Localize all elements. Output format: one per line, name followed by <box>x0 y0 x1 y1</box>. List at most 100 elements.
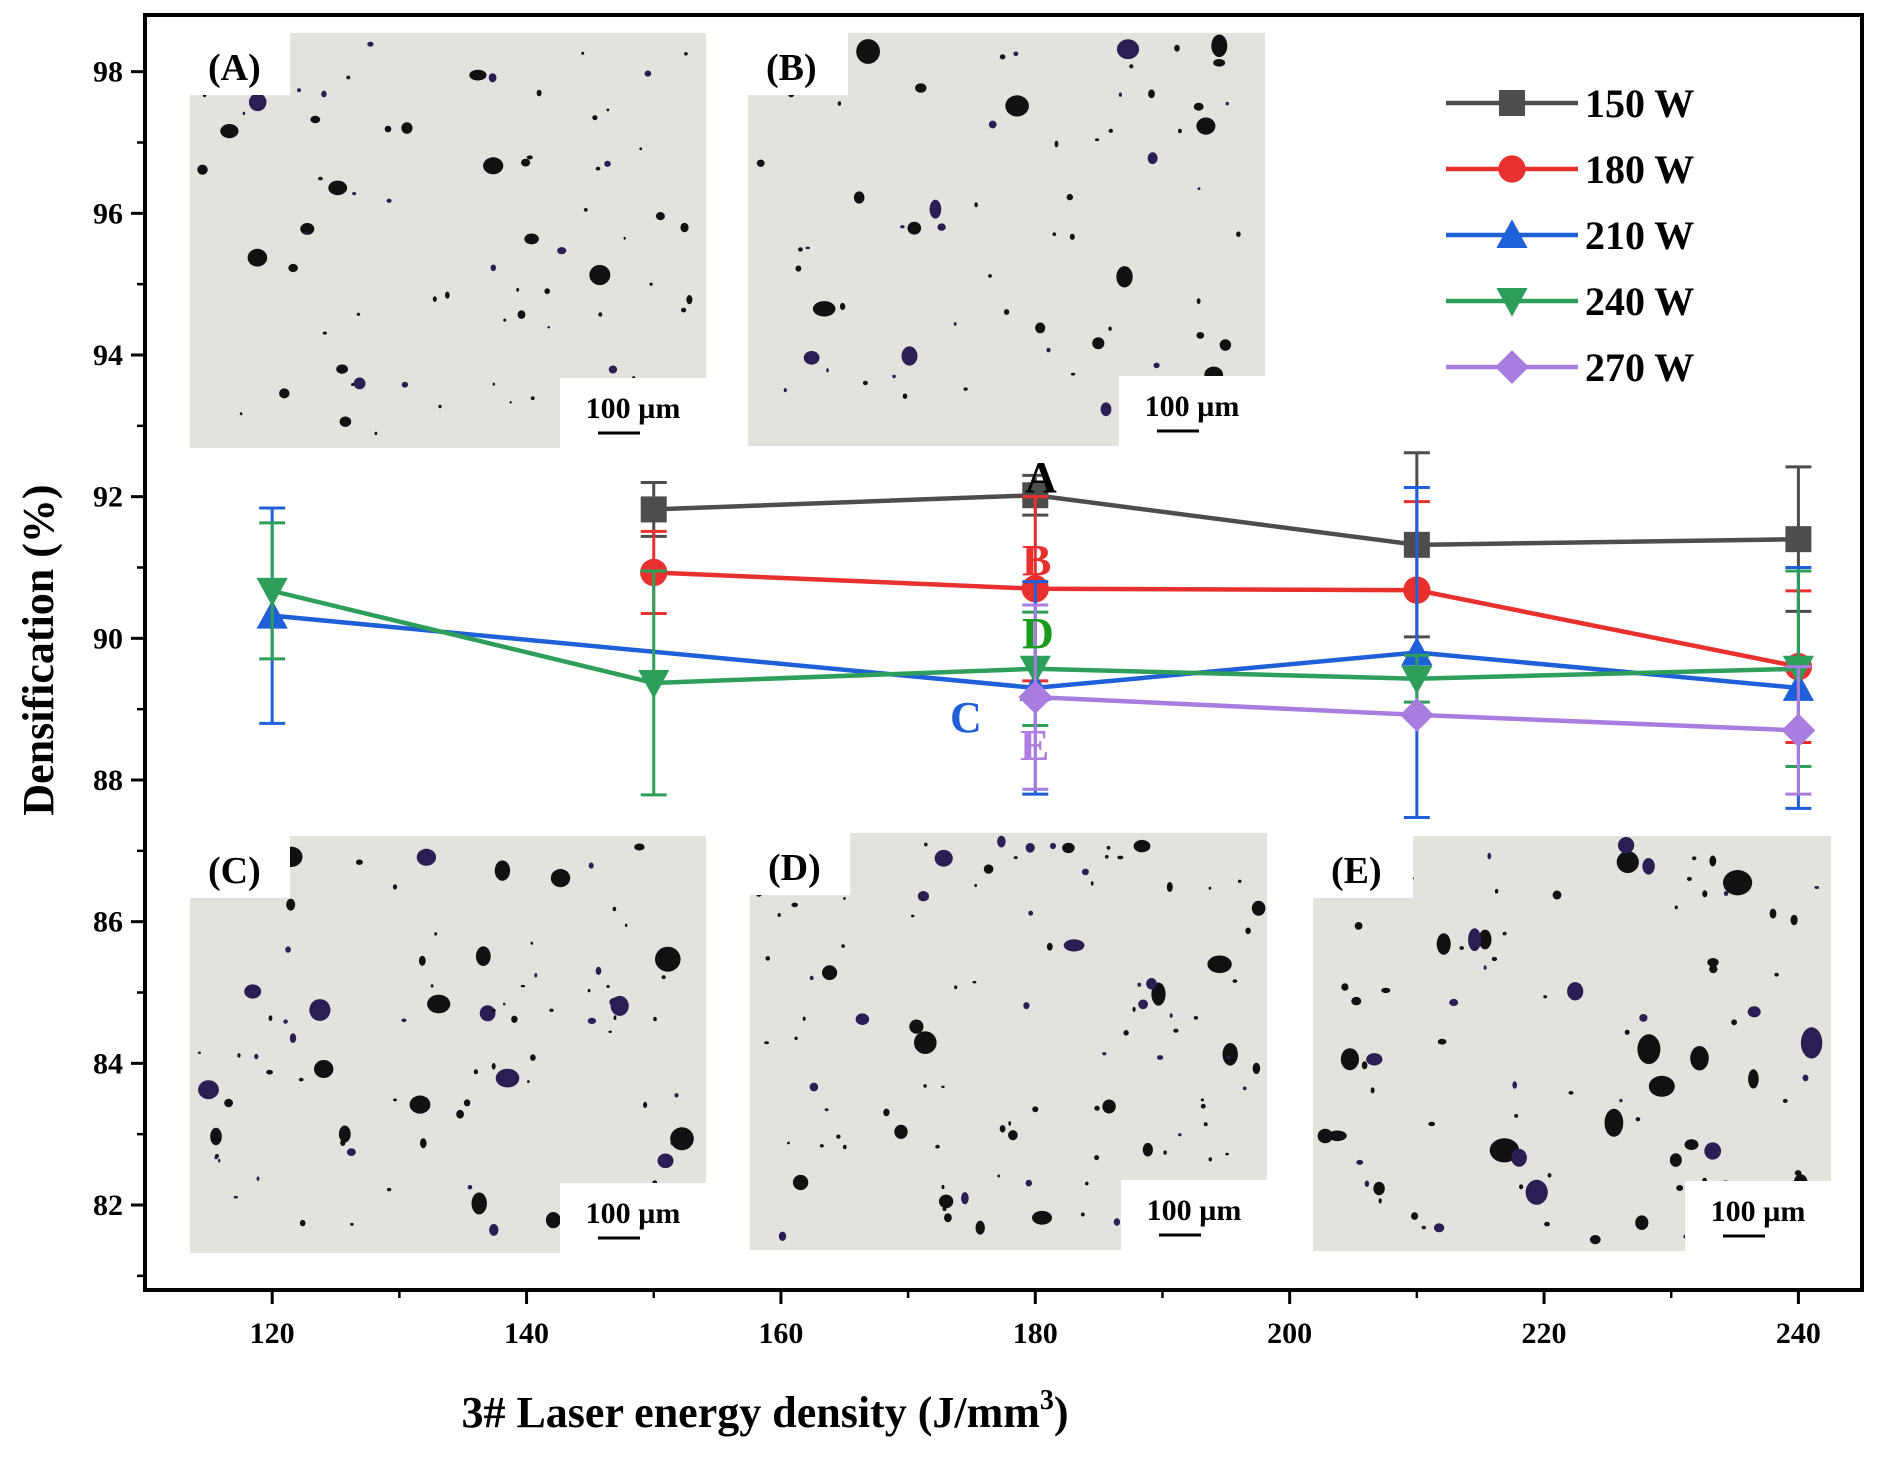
pore <box>634 843 645 851</box>
pore <box>1028 910 1034 916</box>
x-tick-label: 160 <box>758 1317 803 1350</box>
pore <box>1624 1029 1630 1035</box>
pore <box>1226 1055 1231 1060</box>
pore <box>1351 996 1362 1006</box>
y-tick-label: 94 <box>93 339 123 372</box>
series-line <box>653 492 1799 548</box>
x-tick-label: 120 <box>250 1317 295 1350</box>
pore <box>1146 978 1157 990</box>
inset-label-box <box>190 33 290 95</box>
inset-label: (B) <box>766 47 817 89</box>
pore <box>374 431 378 436</box>
pore <box>1637 1034 1661 1065</box>
pore <box>314 1060 334 1078</box>
pore <box>1748 1069 1759 1089</box>
pore <box>999 54 1006 60</box>
inset-label-box <box>748 33 848 95</box>
pore <box>467 1185 473 1190</box>
pore <box>787 1141 790 1145</box>
pore <box>595 166 601 171</box>
pore <box>1200 1103 1206 1109</box>
pore <box>856 39 880 64</box>
pore <box>517 310 526 319</box>
pore <box>624 923 628 927</box>
pore <box>479 1005 496 1022</box>
pore <box>583 208 588 212</box>
pore <box>805 246 810 250</box>
pore <box>1684 1139 1699 1150</box>
pore <box>1225 1152 1229 1156</box>
pore <box>1138 999 1148 1010</box>
pore <box>392 884 398 890</box>
inset-label-box <box>1313 836 1413 898</box>
x-tick-label: 180 <box>1013 1317 1058 1350</box>
pore <box>1747 1006 1761 1018</box>
pore <box>1802 1074 1809 1082</box>
pore <box>1102 1099 1116 1114</box>
pore <box>1042 1216 1047 1222</box>
pore <box>941 1085 945 1089</box>
pore <box>1669 1153 1682 1167</box>
pore <box>836 1134 841 1139</box>
pore <box>463 1099 471 1107</box>
pore <box>1032 1106 1039 1113</box>
axes: 120 140 160 180 200 220 240 82 84 86 88 90 92 94 96 98 <box>93 13 1864 1350</box>
pore <box>256 1176 260 1181</box>
pore <box>530 1054 536 1061</box>
pore <box>356 859 363 865</box>
pore <box>214 1156 218 1160</box>
pore <box>304 232 309 235</box>
pore <box>237 1053 241 1058</box>
pore <box>1676 1185 1684 1191</box>
pore <box>268 1015 273 1021</box>
pore <box>401 1018 407 1023</box>
pore <box>1069 233 1075 240</box>
pore <box>975 1220 985 1235</box>
pore <box>1129 64 1134 69</box>
x-axis-title-end: ) <box>1054 1388 1069 1437</box>
pore <box>842 1144 847 1150</box>
inset-label-box <box>190 836 290 898</box>
pore <box>516 287 520 292</box>
data-point <box>256 577 288 607</box>
pore <box>1616 851 1639 874</box>
pore <box>367 41 374 47</box>
pore <box>983 864 994 874</box>
pore <box>1639 1014 1648 1022</box>
data-point <box>638 669 670 699</box>
pore <box>1085 1181 1089 1186</box>
pore <box>1459 946 1464 950</box>
pore <box>353 377 366 390</box>
pore <box>674 1093 679 1098</box>
pore <box>794 1036 798 1041</box>
pore <box>430 984 434 988</box>
pore <box>1568 1091 1574 1095</box>
pore <box>300 223 315 235</box>
pore <box>471 1192 487 1215</box>
pore <box>1046 942 1053 951</box>
pore <box>490 264 497 272</box>
pore <box>661 975 666 980</box>
pore <box>924 842 928 847</box>
pore <box>777 913 781 917</box>
pore <box>1370 1087 1375 1094</box>
pore <box>1080 1212 1085 1217</box>
pore <box>934 849 953 867</box>
pore <box>791 902 798 908</box>
pore <box>1511 1148 1527 1167</box>
data-point <box>1498 155 1526 183</box>
point-label-b: B <box>1022 536 1051 585</box>
pore <box>489 1224 499 1236</box>
data-point <box>1496 288 1528 317</box>
pore <box>1132 1006 1136 1012</box>
pore <box>427 994 451 1014</box>
point-label-d: D <box>1022 609 1054 658</box>
inset-label-box <box>750 833 850 895</box>
pore <box>220 124 239 139</box>
pore <box>822 965 838 981</box>
pore <box>1723 870 1753 896</box>
pore <box>384 125 392 133</box>
pore <box>1070 372 1076 376</box>
pore <box>197 164 208 175</box>
